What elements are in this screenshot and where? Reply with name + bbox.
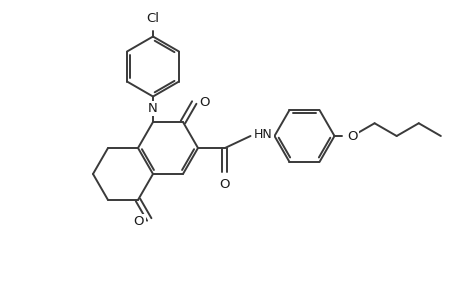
Text: Cl: Cl	[146, 11, 159, 25]
Text: O: O	[199, 96, 209, 109]
Text: HN: HN	[253, 128, 272, 140]
Text: O: O	[219, 178, 230, 191]
Text: N: N	[148, 102, 157, 115]
Text: O: O	[347, 130, 357, 142]
Text: O: O	[134, 215, 144, 228]
